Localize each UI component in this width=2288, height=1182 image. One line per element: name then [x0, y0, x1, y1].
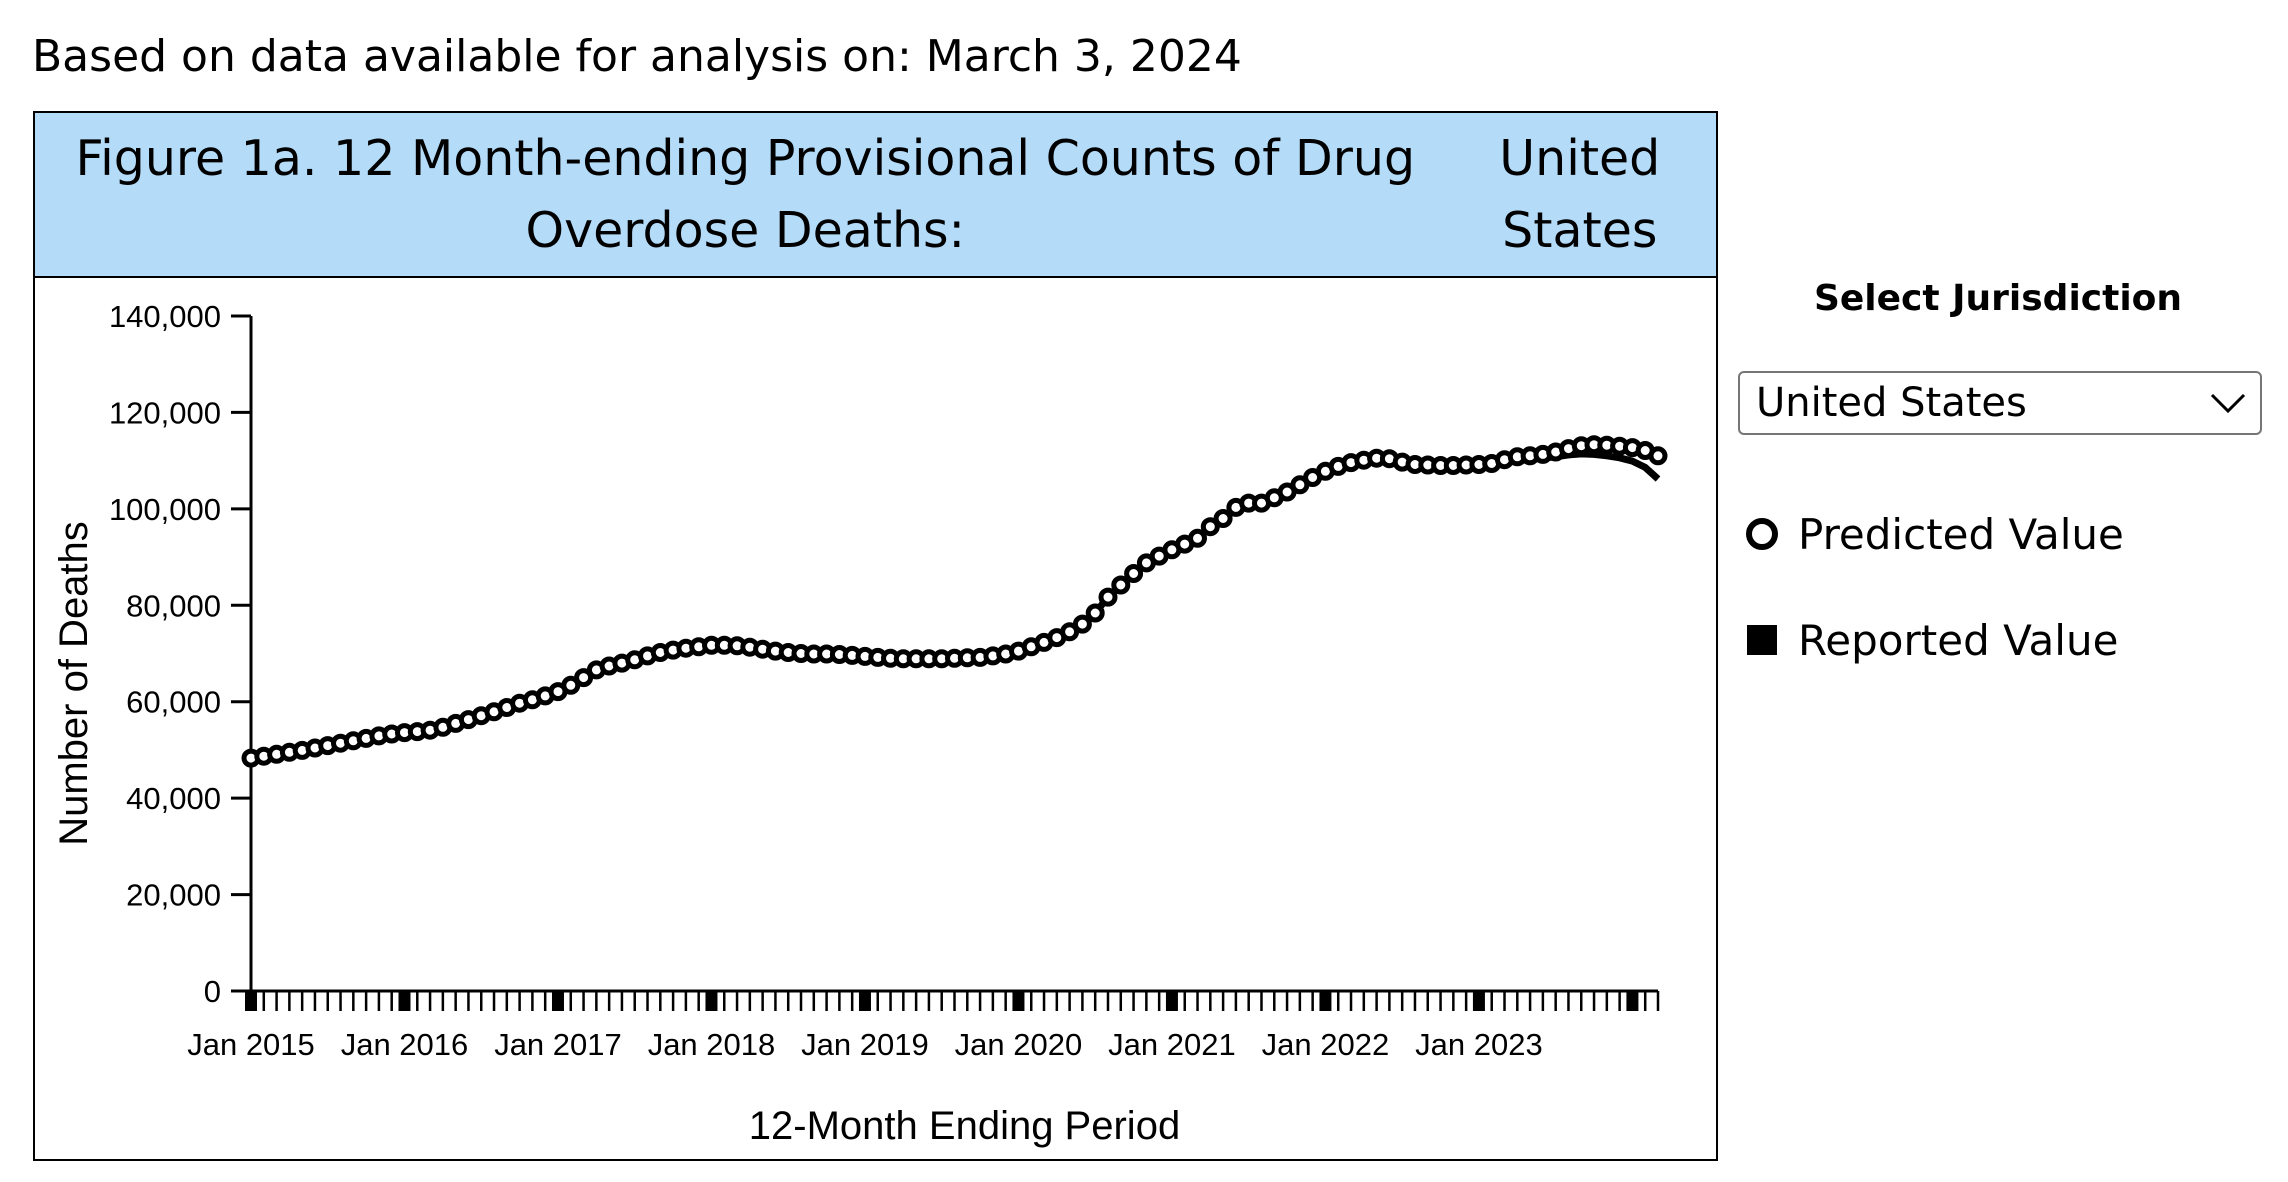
y-tick-label: 80,000: [126, 588, 221, 623]
x-major-tick: [858, 991, 871, 1011]
y-tick-label: 40,000: [126, 781, 221, 816]
legend-label-predicted: Predicted Value: [1798, 509, 2124, 559]
x-major-tick: [551, 991, 564, 1011]
data-point-predicted: [1098, 587, 1118, 607]
x-major-tick: [1319, 991, 1332, 1011]
figure-title-line-2: United States: [1499, 129, 1661, 259]
y-tick-label: 120,000: [109, 395, 221, 430]
x-tick-label: Jan 2023: [1415, 1027, 1543, 1062]
overdose-deaths-chart: 0 20,000 40,000 60,000 80,000 100,000 120,000 1…: [52, 299, 1668, 1148]
select-jurisdiction-label: Select Jurisdiction: [1813, 278, 2183, 319]
y-tick-label: 0: [204, 974, 221, 1009]
figure-panel: Figure 1a. 12 Month-ending Provisional C…: [33, 111, 1718, 1161]
data-point-predicted: [561, 675, 581, 695]
y-tick-label: 20,000: [126, 878, 221, 913]
data-point-predicted: [1072, 614, 1092, 634]
data-point-predicted: [1648, 446, 1668, 466]
jurisdiction-select-value: United States: [1756, 380, 2027, 426]
x-tick-label: Jan 2015: [187, 1027, 315, 1062]
open-circle-marker-icon: [1746, 518, 1778, 550]
figure-title: Figure 1a. 12 Month-ending Provisional C…: [35, 113, 1716, 278]
x-major-tick: [705, 991, 718, 1011]
series-line-reported: [250, 450, 1661, 762]
data-point-predicted: [1213, 509, 1233, 528]
x-major-tick: [1472, 991, 1485, 1011]
x-tick-label: Jan 2019: [801, 1027, 929, 1062]
x-major-tick: [398, 991, 411, 1011]
chevron-down-icon: [2210, 393, 2246, 414]
jurisdiction-select[interactable]: United States: [1738, 371, 2262, 435]
y-tick-label: 60,000: [126, 685, 221, 720]
analysis-date-text: Based on data available for analysis on:…: [32, 31, 1242, 82]
data-point-predicted: [1124, 564, 1144, 583]
legend-item-predicted[interactable]: Predicted Value: [1742, 504, 2124, 564]
data-point-predicted: [574, 668, 594, 688]
x-tick-label: Jan 2017: [494, 1027, 622, 1062]
data-point-predicted: [1188, 528, 1207, 548]
x-tick-label: Jan 2022: [1262, 1027, 1390, 1062]
y-tick-label: 100,000: [109, 492, 221, 527]
x-major-tick: [1165, 991, 1178, 1011]
x-major-tick: [1012, 991, 1025, 1011]
x-tick-label: Jan 2020: [955, 1027, 1083, 1062]
figure-title-line-1: Figure 1a. 12 Month-ending Provisional C…: [75, 129, 1416, 259]
filled-square-marker-icon: [1747, 625, 1777, 655]
y-axis-title: Number of Deaths: [52, 521, 96, 846]
x-axis-title: 12-Month Ending Period: [749, 1104, 1180, 1148]
data-point-predicted: [1085, 603, 1105, 623]
legend-item-reported[interactable]: Reported Value: [1742, 610, 2118, 670]
data-point-predicted: [1111, 575, 1131, 595]
x-major-tick: [1626, 991, 1639, 1011]
y-tick-label: 140,000: [109, 299, 221, 334]
x-major-tick: [245, 991, 257, 1011]
x-tick-label: Jan 2021: [1108, 1027, 1236, 1062]
data-point-predicted: [1060, 622, 1080, 642]
legend-label-reported: Reported Value: [1798, 615, 2119, 665]
x-tick-label: Jan 2016: [341, 1027, 469, 1062]
x-tick-label: Jan 2018: [648, 1027, 776, 1062]
data-point-predicted: [1200, 517, 1220, 537]
